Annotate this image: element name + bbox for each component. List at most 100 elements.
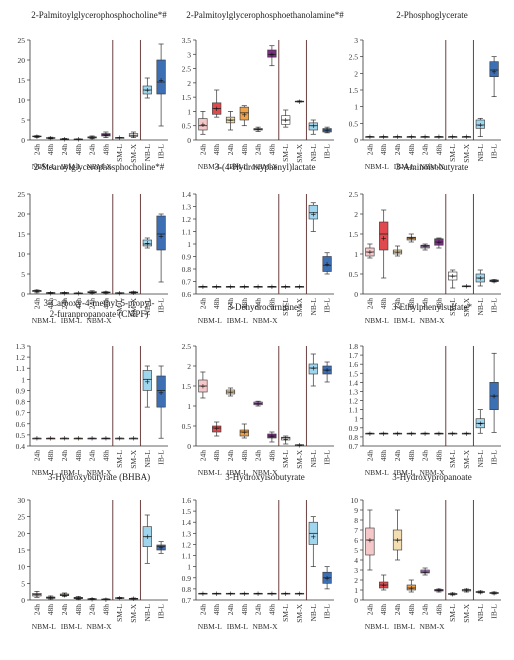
y-tick-label: 2.5 bbox=[182, 342, 192, 351]
box-mark: + bbox=[322, 566, 332, 590]
x-tick-label: 24h bbox=[88, 450, 97, 462]
x-tick-label: 24h bbox=[421, 298, 430, 310]
box-mark: + bbox=[448, 591, 458, 599]
box-mark: + bbox=[239, 105, 249, 127]
y-tick-label: 2 bbox=[187, 362, 191, 371]
box-mean-marker: + bbox=[269, 590, 275, 598]
box-mean-marker: + bbox=[228, 117, 234, 125]
x-tick-label: NB-L bbox=[476, 298, 485, 316]
group-label: IBM-L bbox=[61, 468, 83, 477]
box-mean-marker: + bbox=[324, 367, 330, 375]
y-tick-label: 1.2 bbox=[182, 215, 192, 224]
x-tick-label: 24h bbox=[88, 604, 97, 616]
y-tick-label: 3 bbox=[354, 566, 358, 575]
group-label: NBM-L bbox=[198, 622, 223, 631]
box-mark: + bbox=[225, 387, 236, 397]
box-mean-marker: + bbox=[297, 283, 303, 291]
box-mark: + bbox=[475, 409, 485, 434]
x-tick-label: 48h bbox=[379, 450, 388, 462]
box-mean-marker: + bbox=[477, 275, 483, 283]
x-tick-label: IB-L bbox=[490, 604, 499, 619]
x-tick-label: IB-L bbox=[490, 450, 499, 465]
box-mark: + bbox=[281, 283, 291, 291]
y-tick-label: 10 bbox=[18, 96, 26, 105]
box-mean-marker: + bbox=[269, 433, 275, 441]
x-tick-label: SM-L bbox=[448, 450, 457, 468]
y-tick-label: 15 bbox=[18, 230, 26, 239]
y-tick-label: 1 bbox=[354, 415, 358, 424]
box-mean-marker: + bbox=[228, 389, 234, 397]
y-tick-label: 5 bbox=[21, 270, 25, 279]
chart-title: 2-Phosphoglycerate bbox=[396, 10, 467, 20]
x-tick-label: SM-L bbox=[448, 604, 457, 622]
y-tick-label: 7 bbox=[354, 526, 358, 535]
box-mark: + bbox=[32, 287, 42, 295]
x-tick-label: SM-L bbox=[448, 144, 457, 162]
box-mean-marker: + bbox=[283, 283, 289, 291]
chart-panel: 3-Carboxy-4-methyl-5-propyl-2-furanpropa… bbox=[16, 298, 168, 477]
x-tick-label: 24h bbox=[60, 298, 69, 310]
y-tick-label: 30 bbox=[18, 496, 26, 505]
x-tick-label: SM-L bbox=[281, 450, 290, 468]
x-tick-label: SM-L bbox=[115, 298, 124, 316]
box-mean-marker: + bbox=[436, 430, 442, 438]
box-mark: + bbox=[420, 430, 430, 438]
y-tick-label: 1.5 bbox=[349, 230, 359, 239]
group-label: NBM-L bbox=[365, 316, 390, 325]
x-tick-label: 24h bbox=[254, 450, 263, 462]
box-mark: + bbox=[32, 590, 42, 599]
y-tick-label: 1.1 bbox=[16, 364, 26, 373]
y-tick-label: 0.5 bbox=[349, 270, 359, 279]
box-mean-marker: + bbox=[48, 435, 54, 443]
box-body bbox=[156, 544, 166, 551]
box-mean-marker: + bbox=[214, 590, 220, 598]
box-mean-marker: + bbox=[75, 595, 81, 603]
box-mark: + bbox=[128, 289, 139, 297]
box-mean-marker: + bbox=[62, 435, 68, 443]
box-mean-marker: + bbox=[297, 441, 303, 449]
box-mark: + bbox=[46, 135, 56, 143]
x-tick-label: 48h bbox=[240, 144, 249, 156]
box-mean-marker: + bbox=[144, 87, 150, 95]
y-tick-label: 1.1 bbox=[182, 552, 192, 561]
box-mark: + bbox=[253, 400, 263, 408]
x-tick-label: 48h bbox=[101, 450, 110, 462]
x-tick-label: 48h bbox=[74, 144, 83, 156]
group-label: NBM-L bbox=[365, 162, 390, 171]
y-tick-label: 1 bbox=[354, 250, 358, 259]
chart-title: 2-Palmitoylglycerophosphocholine*# bbox=[31, 10, 167, 20]
box-mark: + bbox=[32, 435, 42, 443]
box-mark: + bbox=[73, 435, 83, 443]
box-mark: + bbox=[434, 237, 444, 249]
box-mark: + bbox=[156, 365, 166, 439]
x-tick-label: 24h bbox=[365, 604, 374, 616]
box-mark: + bbox=[379, 430, 389, 438]
box-mean-marker: + bbox=[255, 400, 261, 408]
x-tick-label: SM-L bbox=[281, 298, 290, 316]
y-tick-label: 1.5 bbox=[182, 382, 192, 391]
y-tick-label: 1.5 bbox=[182, 507, 192, 516]
box-mean-marker: + bbox=[34, 287, 40, 295]
y-tick-label: 0.7 bbox=[182, 278, 192, 287]
y-tick-label: 1.4 bbox=[182, 190, 192, 199]
y-tick-label: 20 bbox=[18, 56, 26, 65]
x-tick-label: 48h bbox=[101, 298, 110, 310]
x-tick-label: 48h bbox=[212, 144, 221, 156]
x-tick-label: IB-L bbox=[323, 604, 332, 619]
x-tick-label: NB-L bbox=[476, 450, 485, 468]
box-mean-marker: + bbox=[395, 249, 401, 257]
chart-title: 3-Hydroxybutyrate (BHBA) bbox=[48, 472, 150, 482]
group-label: NBM-X bbox=[252, 622, 278, 631]
box-mark: + bbox=[32, 133, 42, 141]
y-tick-label: 1.4 bbox=[182, 518, 192, 527]
y-tick-label: 1.2 bbox=[349, 397, 359, 406]
y-tick-label: 0.9 bbox=[349, 424, 359, 433]
y-tick-label: 2.5 bbox=[182, 65, 192, 74]
box-mark: + bbox=[87, 435, 97, 443]
y-tick-label: 9 bbox=[354, 506, 358, 515]
box-mark: + bbox=[294, 590, 305, 598]
x-tick-label: 48h bbox=[240, 298, 249, 310]
box-body bbox=[142, 239, 152, 247]
box-mean-marker: + bbox=[395, 133, 401, 141]
y-tick-label: 1.1 bbox=[182, 228, 192, 237]
